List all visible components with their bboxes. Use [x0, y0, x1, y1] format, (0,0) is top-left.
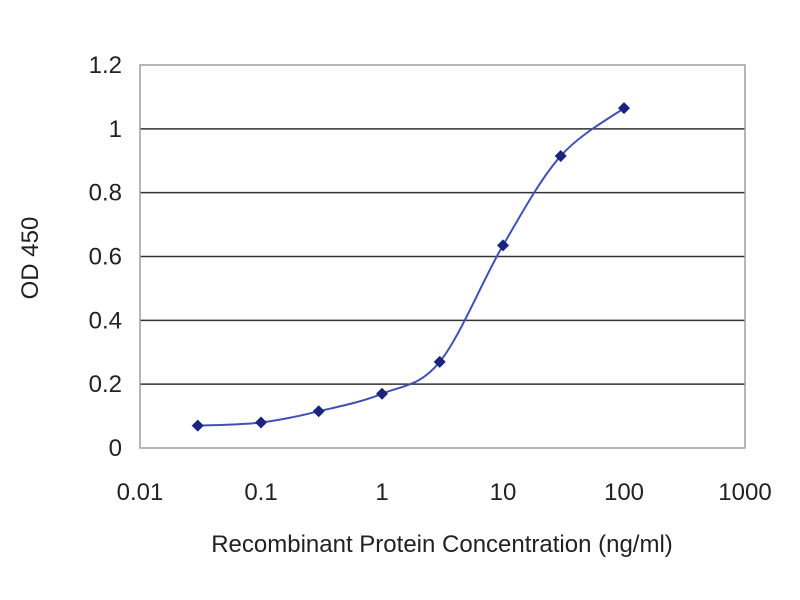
y-tick-label: 0.8	[89, 180, 122, 207]
data-point	[191, 419, 204, 432]
data-point	[376, 387, 388, 400]
data-point	[433, 355, 446, 368]
data-point	[618, 102, 630, 115]
y-tick-label: 0.4	[89, 307, 122, 334]
y-tick-label: 0	[109, 435, 122, 462]
y-axis: 0 0.2 0.4 0.6 0.8 1 1.2	[89, 52, 122, 462]
series	[191, 102, 630, 432]
x-axis: 0.01 0.1 1 10 100 1000	[117, 479, 772, 506]
y-axis-label: OD 450	[17, 217, 44, 300]
x-tick-label: 1	[375, 479, 388, 506]
data-point	[497, 239, 509, 252]
series-line	[197, 107, 625, 427]
data-point	[255, 416, 267, 429]
x-tick-label: 1000	[718, 479, 771, 506]
y-tick-label: 1	[109, 116, 122, 143]
y-tick-label: 0.6	[89, 244, 122, 271]
x-tick-label: 0.1	[244, 479, 277, 506]
data-point	[554, 149, 567, 162]
y-tick-label: 0.2	[89, 371, 122, 398]
x-tick-label: 100	[604, 479, 644, 506]
x-axis-label: Recombinant Protein Concentration (ng/ml…	[211, 531, 673, 558]
y-tick-label: 1.2	[89, 52, 122, 79]
grid	[140, 128, 745, 385]
x-tick-label: 10	[490, 479, 517, 506]
x-tick-label: 0.01	[117, 479, 164, 506]
data-point	[312, 405, 325, 418]
plot-area-frame	[139, 64, 746, 449]
